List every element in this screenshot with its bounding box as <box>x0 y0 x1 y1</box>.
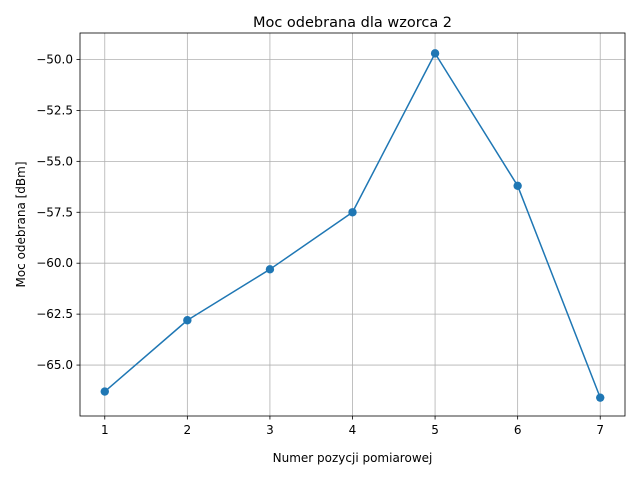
data-point <box>513 181 522 190</box>
y-tick-label: −50.0 <box>36 52 73 66</box>
y-tick-label: −52.5 <box>36 103 73 117</box>
x-tick-label: 7 <box>596 423 604 437</box>
axis-ticks: 1 2 3 4 5 6 7 −65.0 −62.5 −60.0 −57.5 −55.0 −52.5 −50… <box>36 52 604 437</box>
chart-title: Moc odebrana dla wzorca 2 <box>253 15 452 31</box>
y-tick-label: −65.0 <box>36 358 73 372</box>
x-tick-label: 2 <box>184 423 192 437</box>
y-axis-label: Moc odebrana [dBm] <box>14 161 28 287</box>
grid <box>80 33 625 416</box>
x-axis-label: Numer pozycji pomiarowej <box>273 451 433 465</box>
data-point <box>348 208 357 217</box>
y-tick-label: −57.5 <box>36 205 73 219</box>
data-point <box>265 265 275 274</box>
y-tick-label: −62.5 <box>36 307 73 321</box>
x-tick-label: 4 <box>349 423 357 437</box>
x-tick-label: 6 <box>514 423 522 437</box>
y-tick-label: −55.0 <box>36 154 73 168</box>
data-point <box>100 387 109 396</box>
x-tick-label: 3 <box>266 423 274 437</box>
series <box>100 49 605 402</box>
x-tick-label: 1 <box>101 423 109 437</box>
data-point <box>430 49 440 58</box>
x-tick-label: 5 <box>431 423 439 437</box>
y-tick-label: −60.0 <box>36 256 73 270</box>
data-point <box>596 393 605 402</box>
data-point <box>183 316 192 325</box>
